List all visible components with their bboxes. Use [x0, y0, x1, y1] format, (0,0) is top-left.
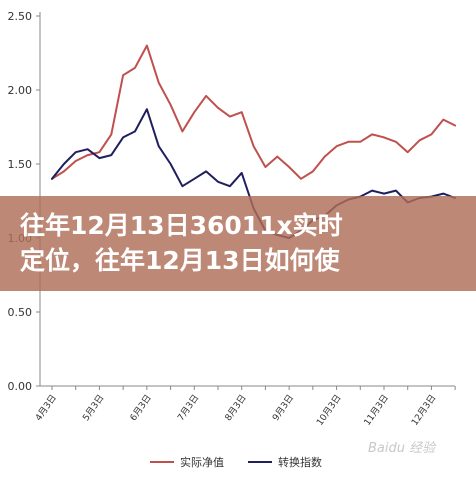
- x-tick-label: 7月3日: [175, 393, 201, 423]
- x-tick-label: 8月3日: [223, 393, 249, 423]
- banner-line-2: 定位，往年12月13日如何使: [20, 246, 340, 275]
- y-tick-label: 2.50: [8, 10, 33, 23]
- legend-label: 实际净值: [180, 455, 224, 469]
- y-tick-label: 0.00: [8, 380, 33, 393]
- x-tick-label: 9月3日: [270, 393, 296, 423]
- legend-label: 转换指数: [278, 455, 322, 469]
- x-tick-label: 5月3日: [81, 393, 107, 423]
- watermark-text: Baidu 经验: [368, 441, 436, 456]
- y-tick-label: 2.00: [8, 84, 33, 97]
- x-tick-label: 12月3日: [409, 393, 438, 428]
- x-axis: 4月3日 5月3日 6月3日 7月3日 8月3日 9月3日 10月3日 11月3日 12月3日: [33, 385, 456, 428]
- x-tick-label: 11月3日: [362, 393, 391, 428]
- banner-line-1: 往年12月13日36011x实时: [20, 211, 343, 240]
- y-tick-label: 0.50: [8, 306, 33, 319]
- x-tick-label: 10月3日: [314, 393, 343, 428]
- legend: 实际净值 转换指数: [150, 455, 322, 469]
- x-tick-label: 4月3日: [33, 393, 59, 423]
- y-tick-label: 1.50: [8, 158, 33, 171]
- title-banner: 往年12月13日36011x实时 定位，往年12月13日如何使: [0, 196, 476, 291]
- x-tick-label: 6月3日: [128, 393, 154, 423]
- series-line-1: [51, 44, 457, 180]
